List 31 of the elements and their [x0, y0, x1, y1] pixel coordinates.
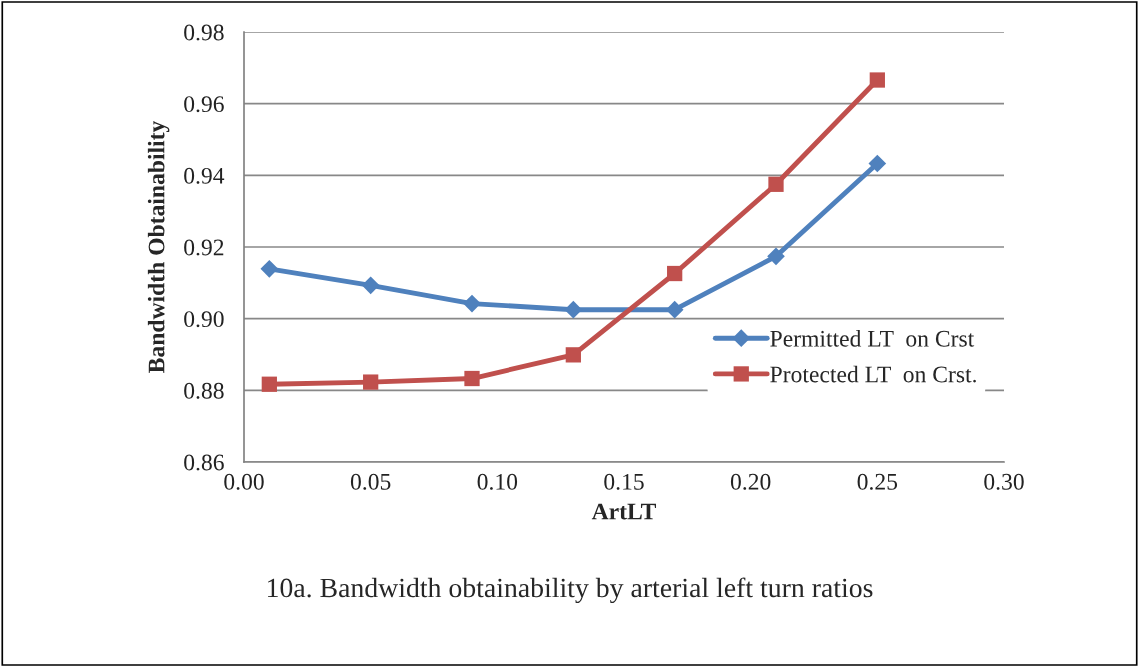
point [869, 72, 885, 88]
x-tick-label: 0.30 [984, 473, 1024, 490]
point [463, 294, 481, 313]
point [261, 376, 277, 392]
point [464, 370, 480, 387]
y-tick-label: 0.90 [184, 311, 224, 328]
y-tick-label: 0.88 [184, 382, 224, 399]
point [363, 374, 379, 390]
point [768, 176, 784, 192]
legend-label: Protected LT on Crst. [770, 365, 976, 383]
x-tick-label: 0.05 [350, 473, 391, 490]
x-tick-label: 0.25 [857, 473, 898, 490]
y-tick-label: 0.96 [184, 96, 224, 113]
x-tick-label: 0.00 [224, 473, 264, 490]
x-axis-title: ArtLT [591, 503, 657, 520]
text: 10a. Bandwidth obtainability by arterial left turn ratios [268, 577, 873, 604]
legend-label: Permitted LT on Crst [770, 330, 975, 347]
y-tick-label: 0.86 [184, 454, 224, 471]
point [767, 247, 785, 266]
x-tick-label: 0.10 [477, 473, 518, 490]
y-tick-label: 0.98 [184, 24, 224, 41]
point [667, 265, 683, 282]
y-tick-label: 0.94 [184, 167, 225, 184]
point [361, 276, 380, 295]
point [565, 347, 581, 363]
y-axis-title: Bandwidth Obtainability [147, 120, 170, 373]
x-tick-label: 0.15 [604, 473, 644, 490]
point [868, 154, 887, 173]
x-tick-label: 0.20 [730, 473, 771, 490]
point [260, 260, 279, 278]
y-tick-label: 0.92 [184, 239, 224, 256]
